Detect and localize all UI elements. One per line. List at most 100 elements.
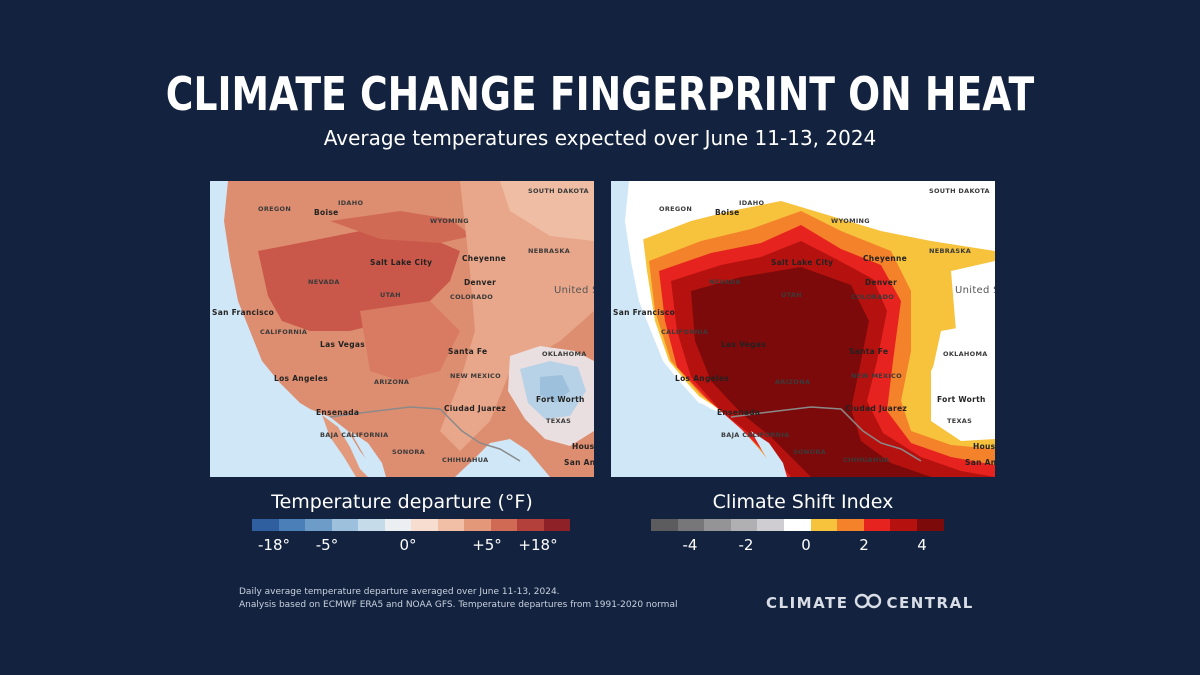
label-chihuahua: CHIHUAHUA xyxy=(843,456,889,464)
temperature-legend-swatch-11 xyxy=(517,519,544,531)
temperature-departure-map: OREGON Boise IDAHO WYOMING SOUTH DAKOTA … xyxy=(210,181,594,477)
csi-legend-swatch-10 xyxy=(890,519,917,531)
page-title: CLIMATE CHANGE FINGERPRINT ON HEAT xyxy=(165,67,1035,121)
temperature-departure-map-svg: OREGON Boise IDAHO WYOMING SOUTH DAKOTA … xyxy=(210,181,594,477)
label-houston: Houston xyxy=(572,442,594,451)
label-arizona: ARIZONA xyxy=(374,378,409,386)
light-northeast xyxy=(500,181,594,241)
csi-legend-swatch-5 xyxy=(757,519,784,531)
csi-tick: -2 xyxy=(738,536,754,554)
label-oklahoma: OKLAHOMA xyxy=(943,350,988,358)
temperature-legend-swatch-7 xyxy=(411,519,438,531)
label-los-angeles: Los Angeles xyxy=(274,374,328,383)
label-sonora: SONORA xyxy=(392,448,425,456)
csi-neutral-north xyxy=(911,181,995,241)
temperature-legend-swatch-12 xyxy=(543,519,570,531)
label-utah: UTAH xyxy=(380,291,401,299)
label-oregon: OREGON xyxy=(258,205,291,213)
cool-core-texas xyxy=(540,375,570,403)
label-nebraska: NEBRASKA xyxy=(528,247,570,255)
temperature-legend-swatch-2 xyxy=(278,519,305,531)
csi-legend-title: Climate Shift Index xyxy=(712,491,894,513)
label-nevada: NEVADA xyxy=(308,278,340,286)
label-oregon: OREGON xyxy=(659,205,692,213)
footnote: Daily average temperature departure aver… xyxy=(239,586,677,612)
label-santa-fe: Santa Fe xyxy=(849,347,888,356)
label-cheyenne: Cheyenne xyxy=(863,254,907,263)
label-fort-worth: Fort Worth xyxy=(937,395,986,404)
label-san-francisco: San Francisco xyxy=(613,308,675,317)
label-houston: Houston xyxy=(973,442,995,451)
csi-legend-colorbar xyxy=(651,519,944,531)
warm-band-north xyxy=(330,211,472,243)
label-los-angeles: Los Angeles xyxy=(675,374,729,383)
label-new-mexico: NEW MEXICO xyxy=(851,372,902,380)
page-subtitle: Average temperatures expected over June … xyxy=(323,126,877,150)
label-ensenada: Ensenada xyxy=(316,408,359,417)
label-colorado: COLORADO xyxy=(450,293,493,301)
csi-legend-swatch-2 xyxy=(677,519,705,531)
us-mexico-border xyxy=(329,406,521,462)
temperature-legend-swatch-5 xyxy=(358,519,385,531)
label-salt-lake-city: Salt Lake City xyxy=(370,258,432,267)
csi-level-5-core xyxy=(691,267,931,477)
csi-legend-swatch-8 xyxy=(837,519,864,531)
footnote-line-1: Daily average temperature departure aver… xyxy=(239,587,560,597)
gulf-of-california xyxy=(350,431,386,477)
temperature-legend-title: Temperature departure (°F) xyxy=(271,491,533,513)
csi-legend-swatch-4 xyxy=(730,519,758,531)
csi-tick: 0 xyxy=(801,536,811,554)
label-san-antonio: San Antonio xyxy=(564,458,594,467)
label-idaho: IDAHO xyxy=(739,199,764,207)
temperature-legend-swatch-9 xyxy=(464,519,491,531)
temperature-legend-colorbar xyxy=(252,519,570,531)
csi-legend-swatch-3 xyxy=(704,519,731,531)
label-arizona: ARIZONA xyxy=(775,378,810,386)
temperature-legend-swatch-6 xyxy=(384,519,411,531)
climate-shift-index-map-svg: OREGON Boise IDAHO WYOMING SOUTH DAKOTA … xyxy=(611,181,995,477)
label-baja-california: BAJA CALIFORNIA xyxy=(721,431,789,439)
moderate-east xyxy=(440,181,594,451)
climate-shift-index-map: OREGON Boise IDAHO WYOMING SOUTH DAKOTA … xyxy=(611,181,995,477)
temperature-legend-swatch-1 xyxy=(252,519,279,531)
label-chihuahua: CHIHUAHUA xyxy=(442,456,488,464)
csi-legend-swatch-1 xyxy=(651,519,678,531)
temperature-legend-swatch-10 xyxy=(490,519,517,531)
baja-landmass xyxy=(322,415,368,477)
csi-tick: 4 xyxy=(917,536,927,554)
temperature-tick: -5° xyxy=(315,536,339,554)
label-las-vegas: Las Vegas xyxy=(320,340,365,349)
label-nevada: NEVADA xyxy=(709,278,741,286)
footnote-line-2: Analysis based on ECMWF ERA5 and NOAA GF… xyxy=(239,600,678,610)
climate-central-logo: CLIMATE CENTRAL xyxy=(766,593,974,613)
label-texas: TEXAS xyxy=(546,417,571,425)
label-oklahoma: OKLAHOMA xyxy=(542,350,587,358)
label-boise: Boise xyxy=(314,208,339,217)
label-denver: Denver xyxy=(865,278,897,287)
label-sonora: SONORA xyxy=(793,448,826,456)
linked-rings-icon xyxy=(853,593,883,613)
warm-band-south xyxy=(360,301,460,381)
csi-neutral-texas xyxy=(931,321,995,437)
temperature-tick: 0° xyxy=(399,536,417,554)
temperature-legend-swatch-3 xyxy=(305,519,332,531)
label-san-antonio: San Antonio xyxy=(965,458,995,467)
label-united-states: United States xyxy=(554,285,594,296)
csi-legend-swatch-9 xyxy=(863,519,891,531)
label-south-dakota: SOUTH DAKOTA xyxy=(528,187,589,195)
csi-legend-swatch-6 xyxy=(783,519,811,531)
csi-tick: -4 xyxy=(682,536,698,554)
label-texas: TEXAS xyxy=(947,417,972,425)
csi-neutral-east xyxy=(951,261,995,331)
label-colorado: COLORADO xyxy=(851,293,894,301)
temperature-tick: +18° xyxy=(518,536,558,554)
temperature-legend-swatch-8 xyxy=(437,519,464,531)
label-nebraska: NEBRASKA xyxy=(929,247,971,255)
label-ciudad-juarez: Ciudad Juarez xyxy=(845,404,907,413)
label-wyoming: WYOMING xyxy=(831,217,870,225)
us-mexico-border xyxy=(730,406,922,462)
label-wyoming: WYOMING xyxy=(430,217,469,225)
label-california: CALIFORNIA xyxy=(260,328,307,336)
label-california: CALIFORNIA xyxy=(661,328,708,336)
temperature-legend-swatch-4 xyxy=(331,519,358,531)
